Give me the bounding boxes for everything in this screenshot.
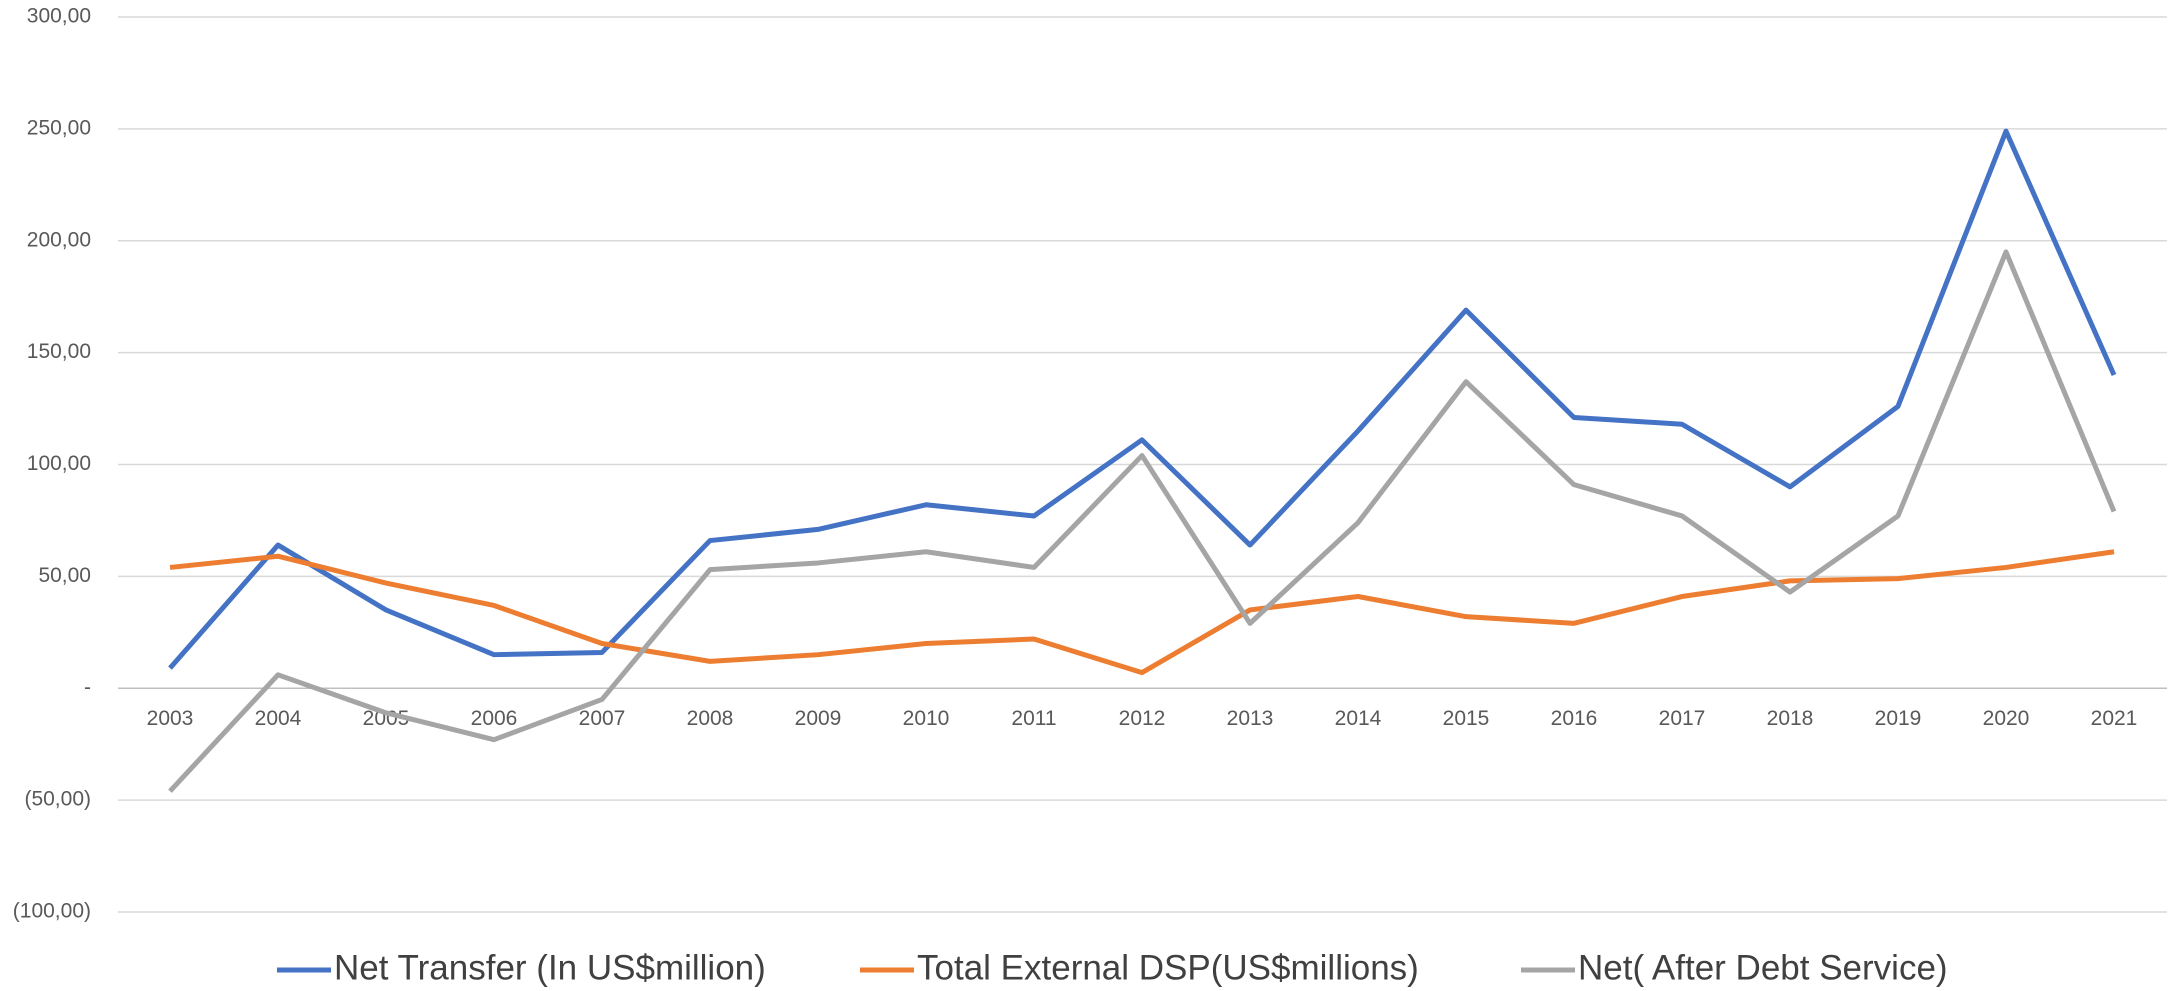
x-tick-label: 2008 (687, 707, 734, 730)
x-tick-label: 2018 (1767, 707, 1814, 730)
y-tick-label: 200,00 (27, 228, 91, 251)
x-tick-label: 2017 (1659, 707, 1706, 730)
x-tick-label: 2005 (363, 707, 410, 730)
x-tick-label: 2012 (1119, 707, 1166, 730)
y-tick-label: (50,00) (24, 788, 91, 811)
y-tick-label: 150,00 (27, 340, 91, 363)
legend-label: Net( After Debt Service) (1578, 948, 1948, 987)
x-tick-label: 2014 (1335, 707, 1382, 730)
x-tick-label: 2020 (1983, 707, 2030, 730)
y-tick-label: (100,00) (13, 900, 91, 923)
x-tick-label: 2006 (471, 707, 518, 730)
x-tick-label: 2010 (903, 707, 950, 730)
legend-label: Net Transfer (In US$million) (334, 948, 766, 987)
x-tick-label: 2009 (795, 707, 842, 730)
x-tick-label: 2007 (579, 707, 626, 730)
x-tick-label: 2003 (147, 707, 194, 730)
x-tick-label: 2013 (1227, 707, 1274, 730)
x-tick-label: 2004 (255, 707, 302, 730)
y-tick-label: 250,00 (27, 116, 91, 139)
legend-label: Total External DSP(US$millions) (917, 948, 1419, 987)
x-tick-label: 2021 (2091, 707, 2138, 730)
series-line (169, 549, 2115, 676)
x-tick-label: 2016 (1551, 707, 1598, 730)
y-tick-label: 100,00 (27, 452, 91, 475)
y-tick-label: - (84, 676, 91, 699)
x-tick-label: 2019 (1875, 707, 1922, 730)
series-line (168, 128, 2117, 670)
x-tick-label: 2011 (1011, 707, 1056, 730)
y-tick-label: 300,00 (27, 5, 91, 28)
y-tick-label: 50,00 (38, 564, 91, 587)
series-line (168, 249, 2117, 793)
x-tick-label: 2015 (1443, 707, 1490, 730)
